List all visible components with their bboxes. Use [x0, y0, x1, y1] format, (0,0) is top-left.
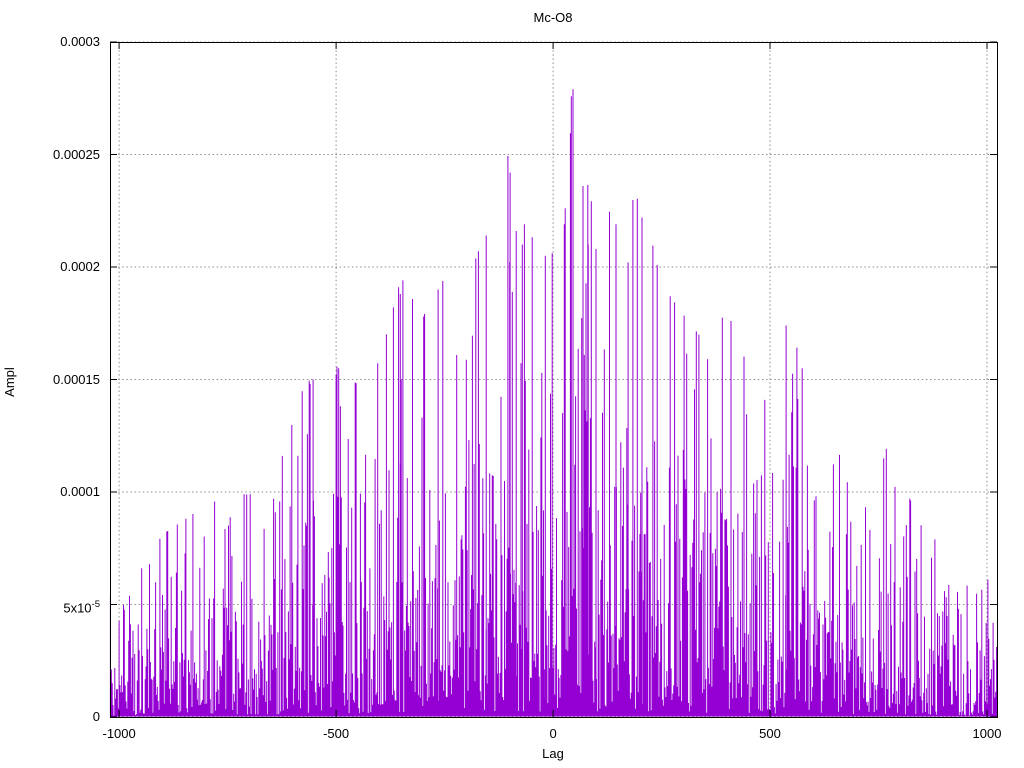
- y-tick-exponent: -5: [91, 598, 100, 610]
- x-tick-label: 500: [759, 726, 781, 741]
- impulse-peaks: [309, 89, 885, 717]
- x-tick-label: 1000: [972, 726, 1002, 741]
- y-tick-label: 0: [92, 709, 100, 724]
- y-tick-label: 5x10-5: [63, 598, 100, 615]
- x-tick-label: -500: [323, 726, 350, 741]
- chart-title: Mc-O8: [533, 10, 573, 25]
- x-tick-label: 0: [549, 726, 557, 741]
- y-tick-label: 0.0002: [60, 259, 100, 274]
- y-tick-label: 0.0001: [60, 484, 100, 499]
- y-tick-label: 0.0003: [60, 34, 100, 49]
- x-axis-title: Lag: [542, 746, 564, 761]
- y-tick-label: 0.00015: [53, 371, 100, 387]
- x-tick-label: -1000: [102, 726, 136, 741]
- impulse-series: [109, 96, 998, 717]
- y-tick-label: 0.00025: [53, 146, 100, 162]
